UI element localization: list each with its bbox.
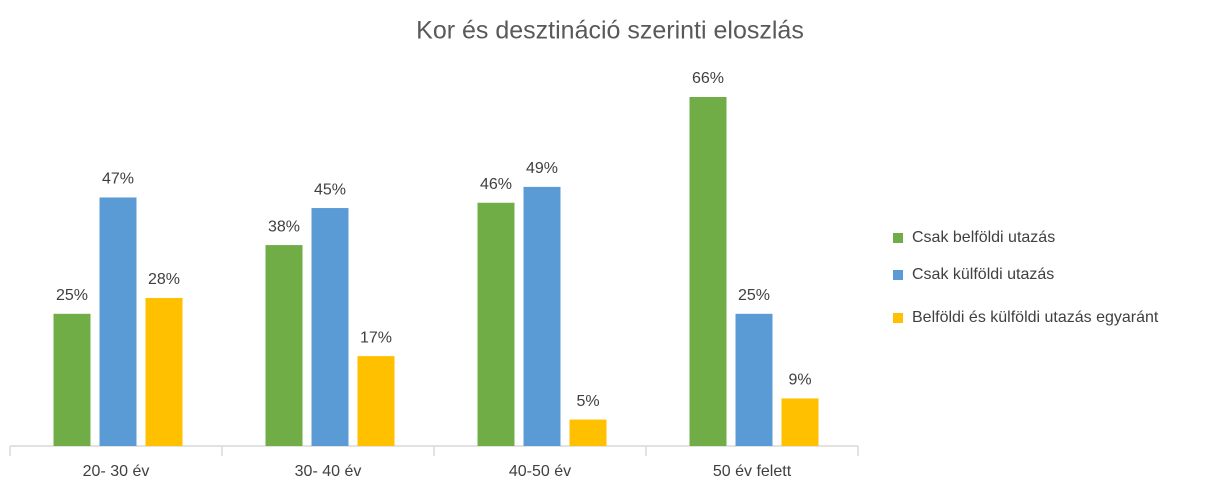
legend-swatch xyxy=(893,270,903,280)
bar xyxy=(569,419,607,446)
x-tick-label: 30- 40 év xyxy=(295,463,362,480)
data-label: 25% xyxy=(738,287,770,304)
bar xyxy=(145,297,183,446)
data-label: 47% xyxy=(102,171,134,188)
data-label: 9% xyxy=(788,372,811,389)
legend-label: Csak belföldi utazás xyxy=(912,229,1055,246)
bar xyxy=(477,202,515,446)
legend-swatch xyxy=(893,233,903,243)
legend-label: Csak külföldi utazás xyxy=(912,266,1054,283)
chart-title: Kor és desztináció szerinti eloszlás xyxy=(416,17,804,45)
data-label: 17% xyxy=(360,329,392,346)
legend-label: Belföldi és külföldi utazás egyaránt xyxy=(912,309,1159,326)
x-tick-label: 50 év felett xyxy=(713,463,792,480)
data-label: 5% xyxy=(576,393,599,410)
data-label: 25% xyxy=(56,287,88,304)
data-label: 45% xyxy=(314,181,346,198)
bar xyxy=(523,186,561,447)
bar xyxy=(781,398,819,446)
legend-swatch xyxy=(893,313,903,323)
data-label: 66% xyxy=(692,70,724,87)
bar xyxy=(311,208,349,446)
data-label: 38% xyxy=(268,218,300,235)
bar xyxy=(53,313,91,446)
data-label: 49% xyxy=(526,160,558,177)
bar xyxy=(99,197,137,446)
data-label: 46% xyxy=(480,176,512,193)
bar xyxy=(735,313,773,446)
x-tick-label: 20- 30 év xyxy=(83,463,150,480)
bar xyxy=(357,356,395,446)
data-label: 28% xyxy=(148,271,180,288)
bar xyxy=(689,97,727,446)
bar xyxy=(265,245,303,446)
x-tick-label: 40-50 év xyxy=(509,463,571,480)
